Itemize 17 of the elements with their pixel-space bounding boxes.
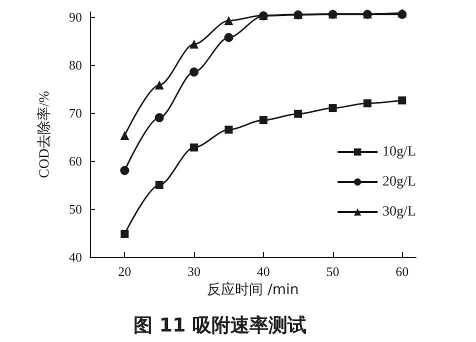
- y-axis-title: COD去除率/%: [36, 90, 52, 178]
- x-tick-label: 30: [188, 264, 201, 279]
- legend-label: 20g/L: [382, 174, 416, 190]
- x-tick-label: 40: [256, 264, 270, 279]
- y-tick-label: 40: [69, 250, 82, 264]
- y-tick-label: 80: [69, 57, 82, 72]
- x-tick-label: 60: [396, 264, 409, 279]
- y-tick-label: 50: [69, 201, 82, 216]
- legend-label: 10g/L: [382, 144, 416, 160]
- text: 图 11 吸附速率测试: [134, 314, 306, 336]
- y-tick-label: 60: [69, 153, 82, 168]
- y-tick-label: 90: [69, 9, 82, 24]
- x-tick-label: 50: [326, 264, 340, 279]
- x-axis-title: 反应时间 /min: [207, 282, 299, 298]
- legend-label: 30g/L: [382, 204, 416, 220]
- x-tick-label: 20: [118, 264, 132, 279]
- y-tick-label: 70: [69, 105, 82, 120]
